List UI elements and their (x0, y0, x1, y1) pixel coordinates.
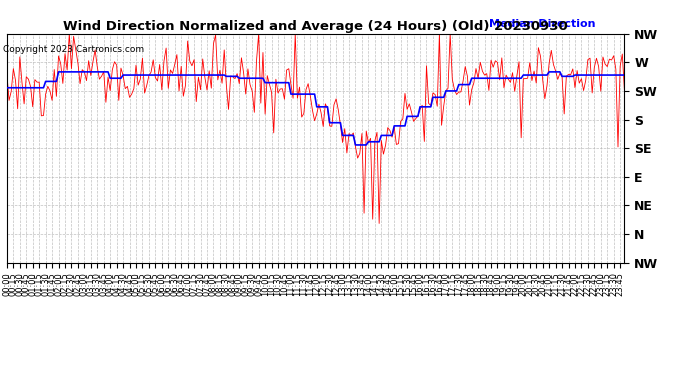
Text: Copyright 2023 Cartronics.com: Copyright 2023 Cartronics.com (3, 45, 145, 54)
Title: Wind Direction Normalized and Average (24 Hours) (Old) 20230930: Wind Direction Normalized and Average (2… (63, 20, 568, 33)
Text: Median Direction: Median Direction (489, 19, 595, 29)
